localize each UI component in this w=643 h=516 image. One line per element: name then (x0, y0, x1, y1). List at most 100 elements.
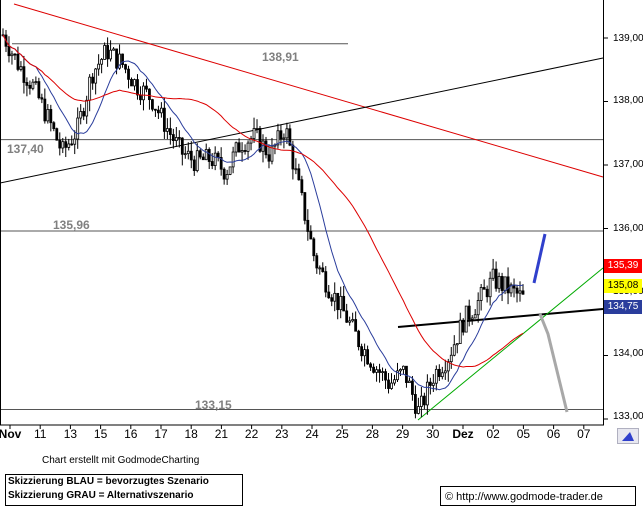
y-tick-label-134: 134,00 (613, 348, 643, 359)
price-tag-red: 135,39 (604, 259, 642, 273)
legend-blue: Skizzierung BLAU = bevorzugtes Szenario (8, 476, 209, 487)
candle-body (19, 66, 23, 70)
candle-body (330, 297, 334, 302)
scroll-arrow-icon[interactable] (617, 428, 639, 444)
candle-body (70, 143, 74, 146)
candle-body (312, 238, 316, 257)
candle-body (515, 287, 519, 294)
plot-frame (0, 0, 604, 426)
y-tick-label-137: 137,00 (613, 159, 643, 170)
candle-body (396, 370, 399, 381)
candle-body (288, 128, 292, 146)
candle-body (55, 128, 59, 141)
x-tick-label: Nov (0, 427, 22, 441)
candle-body (249, 138, 253, 144)
neckline (397, 308, 604, 328)
moving-average-red (2, 34, 524, 368)
candle-body (500, 276, 504, 291)
x-tick-label: 17 (154, 427, 168, 441)
candle-body (174, 137, 178, 141)
scenario-legend: Skizzierung BLAU = bevorzugtes Szenario … (5, 474, 243, 506)
candle-body (252, 128, 256, 139)
candle-body (327, 291, 331, 299)
candle-body (378, 369, 381, 373)
candle-body (118, 53, 121, 69)
x-tick-label: 23 (275, 427, 289, 441)
source-url-link[interactable]: © http://www.godmode-trader.de (440, 486, 636, 506)
candle-body (228, 166, 232, 175)
candle-body (97, 63, 101, 70)
candle-body (488, 277, 492, 298)
candle-body (52, 122, 56, 130)
candle-body (503, 276, 507, 291)
candle-body (58, 139, 62, 149)
candle-body (419, 395, 423, 407)
candle-body (336, 292, 340, 311)
candle-body (425, 381, 429, 406)
candle-body (88, 76, 92, 101)
candle-body (204, 149, 208, 161)
candle-body (318, 267, 322, 270)
candle-body (237, 142, 241, 153)
candle-body (255, 127, 259, 130)
x-tick-label: 28 (365, 427, 380, 441)
candle-body (351, 319, 355, 322)
candle-body (234, 142, 238, 153)
chart-credit: Chart erstellt mit GodmodeCharting (42, 455, 200, 466)
candle-body (437, 368, 441, 378)
y-tick-label-138: 138,00 (613, 95, 643, 106)
candle-body (100, 59, 104, 65)
candle-body (64, 141, 68, 148)
candle-body (282, 137, 286, 140)
candle-body (476, 300, 480, 316)
candle-body (165, 128, 169, 132)
candle-body (34, 81, 38, 83)
candle-body (497, 276, 501, 289)
candle-body (300, 179, 304, 194)
candle-body (49, 109, 53, 124)
x-tick-label: 24 (305, 427, 319, 441)
candle-body (171, 134, 175, 141)
candle-body (279, 130, 283, 140)
legend-grey: Skizzierung GRAU = Alternativszenario (8, 490, 194, 501)
candle-body (473, 314, 477, 319)
candle-body (22, 66, 26, 83)
candle-body (85, 99, 89, 117)
candle-body (354, 319, 358, 332)
candle-body (76, 117, 80, 140)
candle-body (210, 161, 214, 167)
candle-body (491, 268, 495, 279)
candle-body (521, 290, 525, 295)
y-tick-label-133: 133,00 (613, 411, 643, 422)
candle-body (315, 255, 319, 269)
candle-body (207, 149, 211, 162)
price-tag-blue: 134,75 (604, 300, 642, 314)
candle-body (267, 154, 271, 162)
candle-body (348, 320, 352, 323)
candle-body (43, 98, 47, 122)
candle-body (139, 94, 142, 101)
candle-body (285, 128, 289, 139)
scenario-grey-arrow (538, 313, 569, 413)
candle-body (133, 79, 136, 87)
candle-body (124, 64, 127, 70)
candle-body (509, 284, 513, 294)
candle-body (162, 107, 166, 132)
candle-body (145, 85, 148, 90)
candle-body (402, 365, 405, 370)
x-tick-label: 21 (214, 427, 229, 441)
x-tick-label: 29 (395, 427, 410, 441)
x-tick-label: 13 (63, 427, 78, 441)
candle-body (357, 330, 361, 348)
candle-body (91, 76, 95, 84)
y-tick-label-136: 136,00 (613, 223, 643, 234)
level-label-13315: 133,15 (195, 398, 232, 412)
candle-body (303, 192, 307, 221)
candle-body (422, 395, 426, 406)
candle-body (360, 346, 364, 357)
candle-body (16, 53, 20, 70)
candle-body (461, 319, 465, 333)
x-tick-label: Dez (452, 427, 474, 441)
level-label-13596: 135,96 (53, 218, 90, 232)
